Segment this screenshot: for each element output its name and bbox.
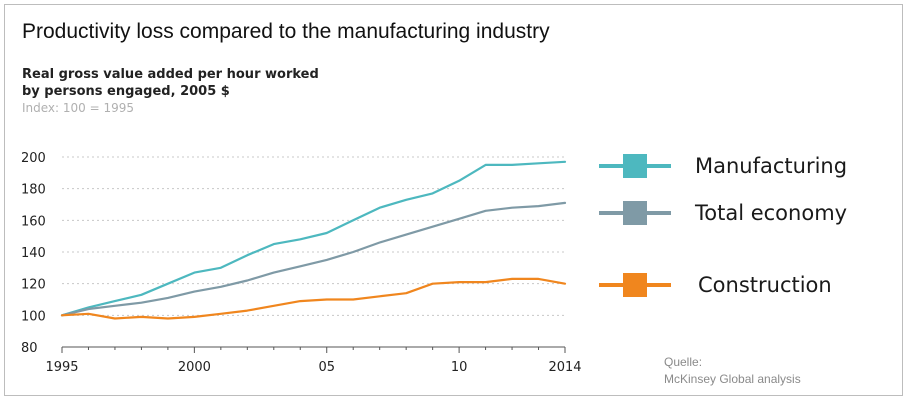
- y-tick-label: 100: [21, 309, 46, 324]
- x-tick-label: 05: [318, 360, 335, 375]
- series-line-construction: [60, 277, 567, 320]
- legend-label: Manufacturing: [695, 154, 847, 178]
- legend: Manufacturing Total economy Construction: [599, 154, 847, 297]
- y-tick-label: 180: [21, 183, 46, 198]
- chart-subtitle-line-1: Real gross value added per hour worked: [22, 67, 319, 82]
- y-tick-label: 80: [21, 341, 38, 356]
- x-tick-label: 1995: [45, 360, 78, 375]
- legend-item-total-economy: Total economy: [599, 201, 847, 225]
- x-tick-label: 2014: [548, 360, 581, 375]
- y-tick-label: 160: [21, 214, 46, 229]
- y-tick-label: 120: [21, 278, 46, 293]
- chart-subtitle: Real gross value added per hour worked b…: [22, 66, 319, 100]
- legend-label: Construction: [698, 273, 832, 297]
- x-tick-label: 10: [451, 360, 468, 375]
- chart-frame: [4, 4, 903, 396]
- series-line-manufacturing: [60, 160, 567, 317]
- series-line-total-economy: [60, 201, 567, 317]
- grid-lines: [62, 156, 565, 316]
- legend-swatch-marker: [623, 273, 647, 297]
- axes: 80 100 120 140 160 180 200 1995 2000 05 10 2014: [21, 151, 582, 375]
- legend-label: Total economy: [694, 201, 847, 225]
- y-tick-label: 140: [21, 246, 46, 261]
- source-label: Quelle:: [664, 355, 703, 369]
- y-tick-label: 200: [21, 151, 46, 166]
- source-note: Quelle: McKinsey Global analysis: [664, 354, 801, 388]
- series-lines: [60, 160, 567, 320]
- page-title: Productivity loss compared to the manufa…: [22, 20, 550, 43]
- chart-subtitle-line-2: by persons engaged, 2005 $: [22, 84, 230, 99]
- legend-item-manufacturing: Manufacturing: [599, 154, 847, 178]
- legend-item-construction: Construction: [599, 273, 832, 297]
- legend-swatch-marker: [623, 154, 647, 178]
- source-text: McKinsey Global analysis: [664, 372, 801, 386]
- x-tick-label: 2000: [178, 360, 211, 375]
- legend-swatch-marker: [623, 201, 647, 225]
- index-note: Index: 100 = 1995: [22, 101, 135, 115]
